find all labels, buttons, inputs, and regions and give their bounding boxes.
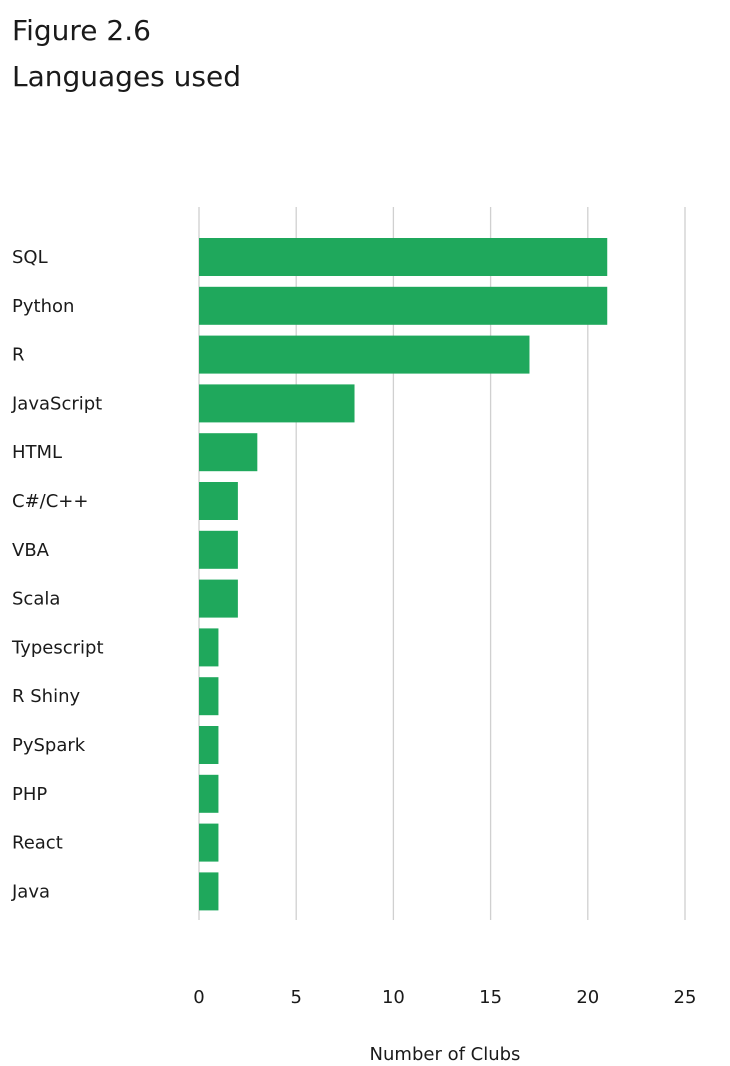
- bar: [199, 628, 219, 667]
- bar: [199, 335, 530, 374]
- bar: [199, 482, 238, 520]
- category-label: R Shiny: [12, 686, 80, 707]
- bar: [199, 774, 219, 813]
- category-label: PHP: [12, 784, 47, 805]
- category-labels: SQL Python R JavaScript HTML C#/C++ VBA Scala Ty…: [11, 247, 104, 902]
- bar: [199, 286, 608, 325]
- bar: [199, 238, 608, 276]
- x-tick-label: 10: [382, 987, 405, 1008]
- bar: [199, 384, 355, 423]
- category-label: Java: [11, 881, 50, 902]
- bar: [199, 823, 219, 862]
- x-tick-label: 0: [193, 987, 204, 1008]
- category-label: Scala: [12, 589, 60, 610]
- figure-number: Figure 2.6: [12, 14, 151, 47]
- category-label: R: [12, 345, 25, 366]
- bars: [199, 238, 608, 911]
- bar: [199, 872, 219, 911]
- bar: [199, 677, 219, 716]
- x-tick-labels: 0 5 10 15 20 25: [193, 987, 696, 1008]
- category-label: VBA: [12, 540, 50, 561]
- x-tick-label: 15: [479, 987, 502, 1008]
- chart-title: Languages used: [12, 60, 242, 93]
- bar: [199, 433, 258, 472]
- x-tick-label: 25: [674, 987, 697, 1008]
- x-tick-label: 20: [576, 987, 599, 1008]
- category-label: Python: [12, 296, 74, 317]
- x-tick-label: 5: [290, 987, 301, 1008]
- category-label: React: [12, 833, 63, 854]
- category-label: HTML: [12, 442, 62, 463]
- bar: [199, 530, 238, 569]
- category-label: JavaScript: [11, 393, 102, 414]
- bar: [199, 579, 238, 618]
- bar: [199, 726, 219, 764]
- category-label: PySpark: [12, 735, 86, 756]
- category-label: Typescript: [11, 637, 104, 658]
- category-label: C#/C++: [12, 491, 88, 512]
- category-label: SQL: [12, 247, 48, 268]
- x-axis-label: Number of Clubs: [370, 1044, 521, 1065]
